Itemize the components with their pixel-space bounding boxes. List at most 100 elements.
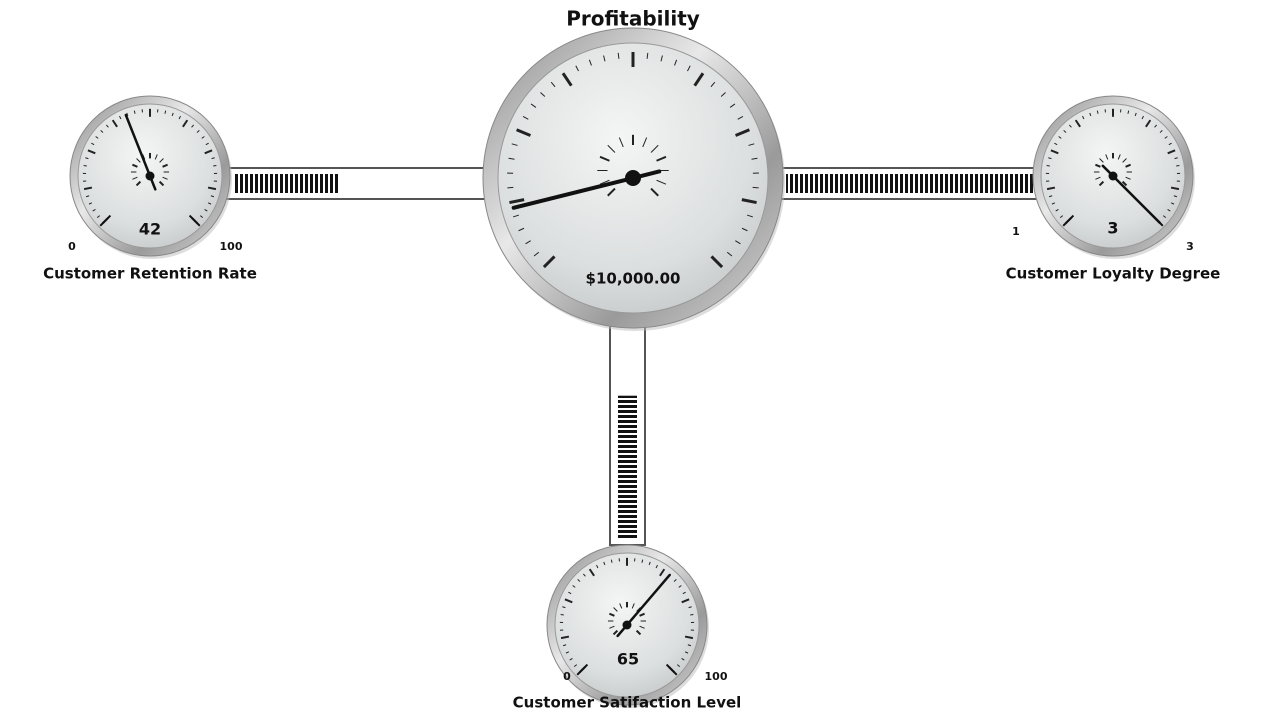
dial-tick bbox=[648, 561, 651, 566]
major-tick bbox=[188, 214, 201, 227]
needle-hub bbox=[1108, 171, 1118, 181]
dial-tick bbox=[164, 110, 167, 114]
dial-tick bbox=[1168, 142, 1172, 146]
dial-tick bbox=[562, 644, 567, 647]
dial-tick bbox=[1059, 215, 1064, 218]
dial-tick bbox=[726, 251, 733, 257]
gauge-title: Profitability bbox=[566, 7, 700, 31]
gauge-value: 3 bbox=[1107, 219, 1118, 238]
dial-tick bbox=[673, 579, 677, 582]
gauge-value: 42 bbox=[139, 220, 161, 239]
dial-tick bbox=[1089, 112, 1092, 117]
dial-tick bbox=[684, 651, 689, 654]
dial-tick bbox=[511, 143, 518, 146]
dial-tick bbox=[133, 110, 136, 114]
major-tick bbox=[576, 663, 589, 676]
dial-tick bbox=[688, 606, 692, 609]
inner-tick bbox=[1095, 176, 1101, 180]
dial-tick bbox=[1074, 119, 1081, 128]
dial-tick bbox=[734, 128, 750, 137]
dial-tick bbox=[659, 568, 666, 577]
dial-tick bbox=[207, 186, 217, 191]
dial-tick bbox=[748, 143, 755, 146]
dial-tick bbox=[1082, 115, 1085, 120]
dial-tick bbox=[641, 559, 644, 563]
dial-tick bbox=[204, 209, 208, 212]
inner-tick bbox=[609, 612, 615, 617]
inner-tick bbox=[618, 137, 624, 148]
inner-tick bbox=[1099, 158, 1104, 163]
dial-tick bbox=[681, 598, 690, 604]
dial-tick bbox=[735, 240, 741, 245]
tick-label: 100 bbox=[705, 670, 728, 683]
dial-tick bbox=[1134, 112, 1137, 117]
inner-tick bbox=[656, 155, 667, 162]
inner-tick bbox=[132, 176, 138, 180]
level-bar bbox=[233, 174, 338, 193]
dial-tick bbox=[1055, 209, 1059, 212]
dial-tick bbox=[1050, 149, 1059, 155]
inner-tick bbox=[135, 180, 142, 187]
dial-tick bbox=[191, 124, 195, 128]
dial-tick bbox=[201, 136, 205, 139]
dial-tick bbox=[751, 157, 758, 160]
dial-tick bbox=[676, 664, 681, 667]
dial-tick bbox=[85, 195, 90, 198]
dial-tick bbox=[678, 585, 682, 588]
dial-tick bbox=[516, 128, 532, 137]
dial-tick bbox=[83, 186, 93, 191]
level-bar bbox=[786, 174, 1034, 193]
dial-tick bbox=[513, 214, 520, 218]
dial-tick bbox=[729, 103, 736, 108]
dial-tick bbox=[746, 214, 753, 218]
dial-tick bbox=[100, 130, 104, 133]
dial-tick bbox=[111, 119, 118, 128]
dial-tick bbox=[687, 644, 692, 647]
dial-tick bbox=[211, 157, 215, 160]
dial-tick bbox=[1162, 215, 1167, 218]
inner-tick bbox=[1122, 158, 1127, 163]
dial-tick bbox=[687, 65, 691, 72]
dial-tick bbox=[182, 119, 189, 128]
inner-tick bbox=[1117, 154, 1121, 160]
dial-tick bbox=[560, 635, 570, 640]
dial-tick bbox=[1046, 186, 1056, 191]
dial-tick bbox=[83, 164, 87, 167]
dial-tick bbox=[573, 664, 578, 667]
dial-tick bbox=[660, 55, 663, 62]
inner-tick bbox=[650, 144, 659, 153]
dial-tick bbox=[508, 157, 515, 160]
dial-tick bbox=[741, 227, 748, 232]
dial-tick bbox=[561, 72, 573, 87]
inner-tick bbox=[612, 629, 619, 636]
dial-tick bbox=[522, 115, 529, 120]
needle-hub bbox=[625, 170, 641, 186]
dial-tick bbox=[646, 52, 649, 59]
dial-tick bbox=[1046, 164, 1050, 167]
dial-tick bbox=[171, 112, 174, 117]
inner-tick bbox=[162, 163, 168, 168]
dial-tick bbox=[682, 591, 686, 595]
inner-tick bbox=[599, 179, 610, 185]
dial-tick bbox=[565, 651, 570, 654]
inner-tick bbox=[1105, 154, 1109, 160]
tick-label: 3 bbox=[1186, 240, 1194, 253]
dial-tick bbox=[1127, 110, 1130, 114]
dial-tick bbox=[199, 215, 204, 218]
dial-tick bbox=[1051, 202, 1056, 205]
inner-tick bbox=[650, 187, 659, 197]
dial-tick bbox=[1054, 142, 1058, 146]
dial-tick bbox=[542, 255, 556, 269]
dial-tick bbox=[610, 559, 613, 563]
inner-tick bbox=[1125, 176, 1131, 180]
dial-tick bbox=[1167, 149, 1176, 155]
tick-label: 0 bbox=[563, 670, 571, 683]
dial-tick bbox=[1145, 119, 1152, 128]
tick-label: 100 bbox=[220, 240, 243, 253]
major-tick bbox=[99, 214, 112, 227]
inner-tick bbox=[642, 137, 648, 148]
inner-tick bbox=[162, 176, 168, 180]
dial-tick bbox=[126, 112, 129, 117]
dial-tick bbox=[588, 568, 595, 577]
dial-tick bbox=[550, 81, 556, 88]
